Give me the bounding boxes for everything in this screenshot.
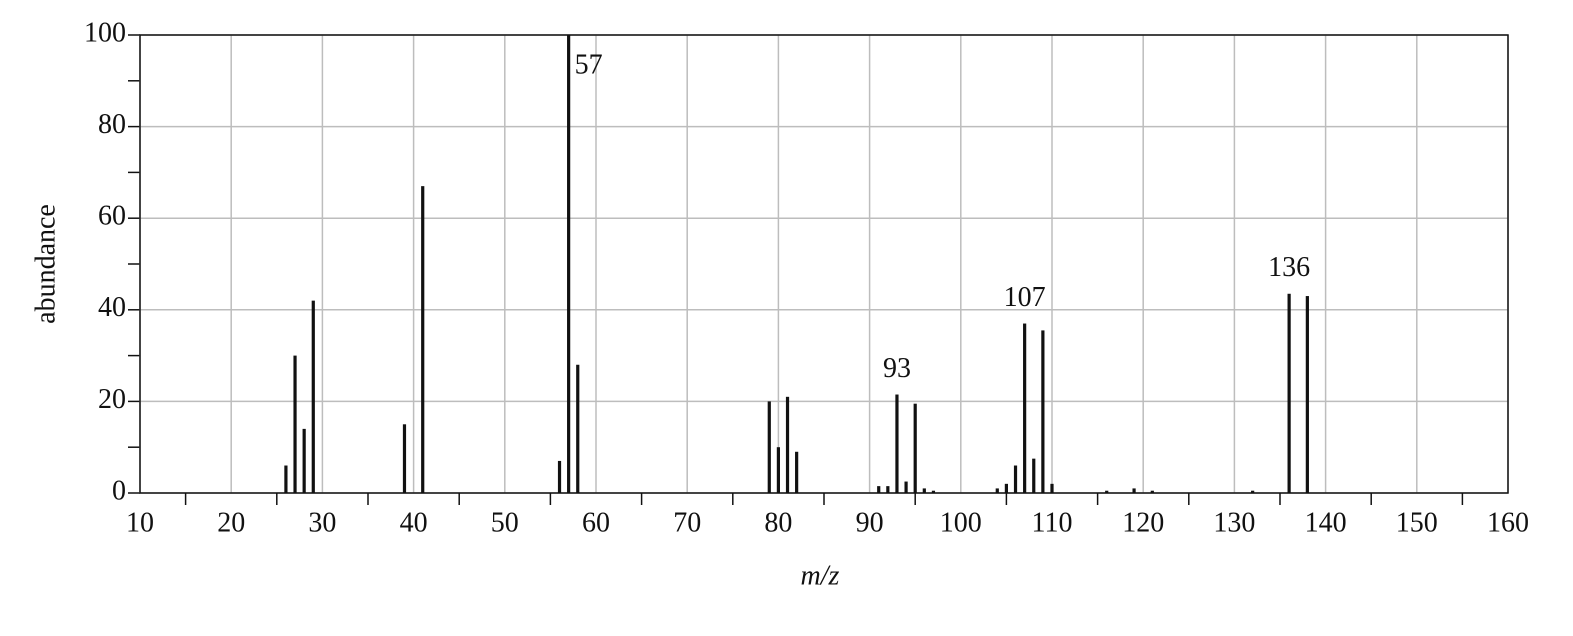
y-tick-label: 80 <box>98 109 126 140</box>
peak <box>1032 458 1036 493</box>
peak-label: 57 <box>575 49 603 80</box>
y-axis-label: abundance <box>30 204 61 324</box>
peak <box>904 481 908 493</box>
peak <box>1023 323 1027 493</box>
y-tick-label: 20 <box>98 384 126 415</box>
y-tick-label: 0 <box>112 475 126 506</box>
y-tick-label: 40 <box>98 292 126 323</box>
peak <box>886 486 890 493</box>
peak <box>576 364 580 493</box>
peak-label: 136 <box>1268 252 1310 283</box>
y-tick-label: 60 <box>98 201 126 232</box>
peak <box>1041 330 1045 493</box>
peak <box>284 465 288 493</box>
peak <box>557 460 562 493</box>
peak <box>567 35 571 493</box>
peak <box>913 403 917 493</box>
peak <box>1251 490 1255 493</box>
peak <box>767 401 771 493</box>
x-tick-label: 30 <box>308 507 336 538</box>
peak <box>302 428 306 493</box>
peak <box>1004 483 1008 493</box>
plot-frame <box>139 34 1509 494</box>
peak <box>877 486 881 493</box>
peak <box>1305 296 1309 493</box>
x-tick-label: 60 <box>582 507 610 538</box>
x-tick-label: 80 <box>764 507 792 538</box>
peak <box>293 355 297 493</box>
x-tick-label: 160 <box>1487 507 1529 538</box>
peak <box>931 490 936 493</box>
peak <box>402 424 407 493</box>
peak <box>895 394 899 493</box>
peak-label: 107 <box>1004 282 1046 313</box>
peak <box>1287 293 1291 493</box>
x-tick-label: 150 <box>1396 507 1438 538</box>
peak <box>922 488 926 493</box>
x-tick-label: 20 <box>217 507 245 538</box>
peak <box>1150 490 1154 493</box>
peak-label: 93 <box>883 353 911 384</box>
x-tick-label: 140 <box>1305 507 1347 538</box>
x-tick-label: 50 <box>491 507 519 538</box>
peak <box>785 396 790 493</box>
x-tick-label: 120 <box>1122 507 1164 538</box>
x-axis-label: m/z <box>801 560 840 591</box>
x-tick-label: 110 <box>1032 507 1073 538</box>
peak <box>1132 488 1136 493</box>
x-tick-label: 10 <box>126 507 154 538</box>
peak <box>776 447 780 493</box>
peak <box>995 488 999 493</box>
y-tick-label: 100 <box>84 17 126 48</box>
x-tick-label: 40 <box>400 507 428 538</box>
x-tick-label: 100 <box>940 507 982 538</box>
peak <box>1050 483 1054 493</box>
x-tick-label: 70 <box>673 507 701 538</box>
peak <box>1013 465 1018 493</box>
peak <box>1105 490 1109 493</box>
x-tick-label: 130 <box>1213 507 1255 538</box>
peak <box>311 300 315 493</box>
peak <box>421 186 425 493</box>
x-tick-label: 90 <box>856 507 884 538</box>
peak <box>795 451 799 493</box>
